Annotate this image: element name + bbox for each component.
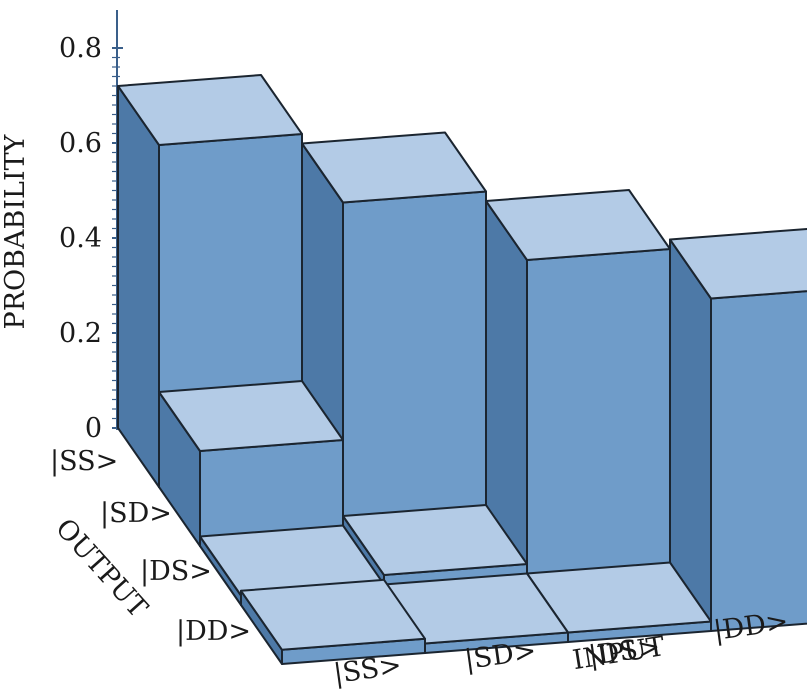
z-tick-label: 0 — [85, 413, 102, 444]
z-tick-label: 0.4 — [59, 223, 102, 254]
bar-top — [117, 74, 303, 146]
bars — [117, 74, 807, 665]
z-tick-label: 0.2 — [59, 318, 102, 349]
z-axis-title: PROBABILITY — [0, 133, 31, 329]
bar-DD-DD — [669, 227, 807, 632]
bar-front — [342, 190, 487, 536]
labels: |SS>|SD>|DS>|DD>|SS> |SD> |DS>|DD> — [50, 446, 790, 690]
y-axis-title: OUTPUT — [49, 513, 153, 624]
bar-front — [710, 290, 807, 632]
bar-SD-SD — [301, 131, 487, 536]
bar-SS-SD — [158, 380, 344, 547]
bar-top — [669, 227, 807, 300]
z-tick-label: 0.6 — [59, 128, 102, 159]
bar-top — [158, 380, 344, 452]
z-tick-label: 0.8 — [59, 33, 102, 64]
bar-side — [117, 85, 160, 488]
bar-DS-DS — [485, 189, 671, 584]
bar-top — [301, 131, 487, 204]
output-tick-label: |DS> — [140, 556, 212, 587]
z-axis: 0.8 0.6 0.4 0.2 0 — [59, 10, 123, 444]
output-tick-label: |SD> — [100, 498, 172, 529]
bar-top — [342, 504, 528, 576]
output-tick-label: |DD> — [176, 616, 251, 647]
output-tick-label: |SS> — [50, 446, 118, 477]
bar-front — [526, 248, 671, 584]
bar-top — [240, 578, 426, 651]
bar-SS-DD — [240, 578, 426, 665]
